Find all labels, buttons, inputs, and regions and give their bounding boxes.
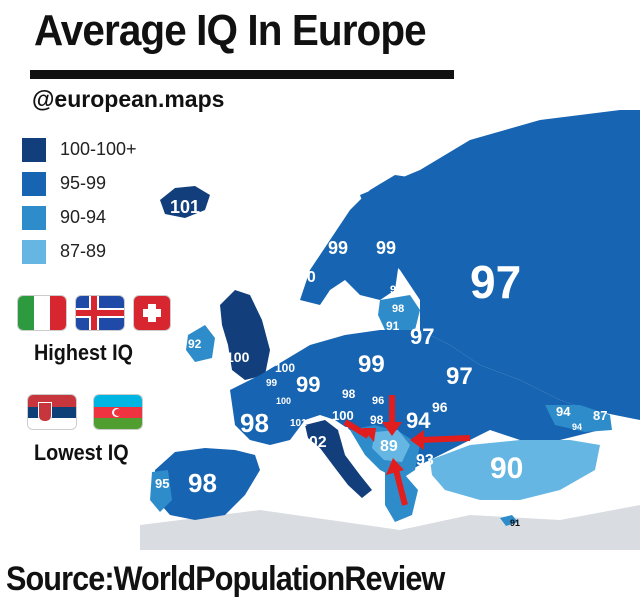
label-uk: 100: [226, 349, 250, 365]
label-france: 98: [240, 408, 269, 438]
label-switzerland: 101: [290, 418, 307, 429]
label-czechia: 98: [342, 387, 356, 401]
serbia-flag-icon: [28, 395, 76, 429]
label-norway: 99: [328, 238, 348, 258]
italy-region: [305, 420, 372, 498]
label-faroe: 00: [298, 269, 316, 286]
iceland-region: [160, 186, 210, 218]
central-europe-region: [230, 330, 600, 470]
label-poland: 99: [358, 351, 385, 378]
serbia-region: [372, 430, 410, 462]
label-russia: 97: [470, 256, 521, 308]
lowest-flags: [28, 395, 142, 429]
legend-label: 100-100+: [60, 139, 137, 159]
italy-flag-icon: [18, 296, 66, 330]
label-finland: 99: [390, 284, 402, 296]
uk-region: [220, 290, 270, 380]
label-armenia: 94: [572, 422, 582, 432]
iberia-region: [155, 448, 260, 520]
label-belarus: 97: [410, 324, 434, 349]
label-belgium: 99: [266, 378, 278, 389]
label-austria: 100: [332, 408, 354, 423]
label-cyprus: 91: [510, 518, 520, 528]
portugal-region: [150, 470, 172, 512]
label-spain: 98: [188, 468, 217, 498]
label-bulgaria: 93: [416, 452, 434, 469]
azerbaijan-flag-icon: [94, 395, 142, 429]
label-romania: 94: [406, 408, 431, 433]
label-sweden: 99: [376, 238, 396, 258]
turkey-region: [430, 440, 600, 500]
caucasus-region: [545, 405, 612, 432]
lowest-iq-caption: Lowest IQ: [34, 440, 129, 465]
label-ukraine: 97: [446, 363, 473, 390]
north-africa-land: [140, 505, 640, 550]
label-georgia: 94: [556, 404, 571, 419]
label-turkey: 90: [490, 452, 523, 485]
source-credit: Source:WorldPopulationReview: [6, 560, 445, 598]
legend-label: 90-94: [60, 207, 107, 227]
label-germany: 99: [296, 372, 320, 397]
map-title: Average IQ In Europe: [34, 6, 427, 55]
title-underline: [30, 70, 454, 79]
label-serbia: 89: [380, 438, 398, 455]
label-netherlands: 100: [275, 361, 295, 375]
label-azerbaijan: 87: [593, 408, 607, 423]
label-slovenia: 96: [338, 426, 350, 437]
label-luxembourg: 100: [276, 396, 291, 406]
legend-label: 87-89: [60, 241, 107, 261]
legend-swatch: [22, 240, 46, 264]
russia-region: [360, 110, 640, 420]
ireland-region: [186, 325, 215, 362]
highest-iq-caption: Highest IQ: [34, 340, 134, 365]
label-hungary: 98: [370, 413, 384, 427]
switzerland-flag-icon: [134, 296, 170, 330]
highest-flags: [18, 296, 170, 330]
cyprus-region: [500, 515, 518, 526]
legend-swatch: [22, 172, 46, 196]
label-lithuania: 98: [302, 322, 314, 333]
legend-swatch: [22, 138, 46, 162]
label-portugal: 95: [155, 476, 169, 491]
arrows-pointing-serbia: [343, 395, 471, 506]
label-ireland: 92: [188, 337, 202, 351]
europe-map: 101 99 99 00 97 99 98 91 98 97 92 100 10…: [140, 110, 640, 550]
legend-label: 95-99: [60, 173, 107, 193]
baltic-region: [378, 295, 420, 330]
author-handle: @european.maps: [32, 86, 225, 112]
label-italy: 102: [300, 434, 327, 451]
scandinavia-region: [300, 175, 430, 305]
label-slovakia: 96: [372, 395, 384, 407]
label-iceland: 101: [170, 197, 200, 217]
iceland-flag-icon: [76, 296, 124, 330]
legend-swatch: [22, 206, 46, 230]
label-moldova: 96: [432, 399, 448, 415]
label-latvia: 91: [386, 319, 400, 333]
label-estonia: 98: [392, 303, 404, 315]
